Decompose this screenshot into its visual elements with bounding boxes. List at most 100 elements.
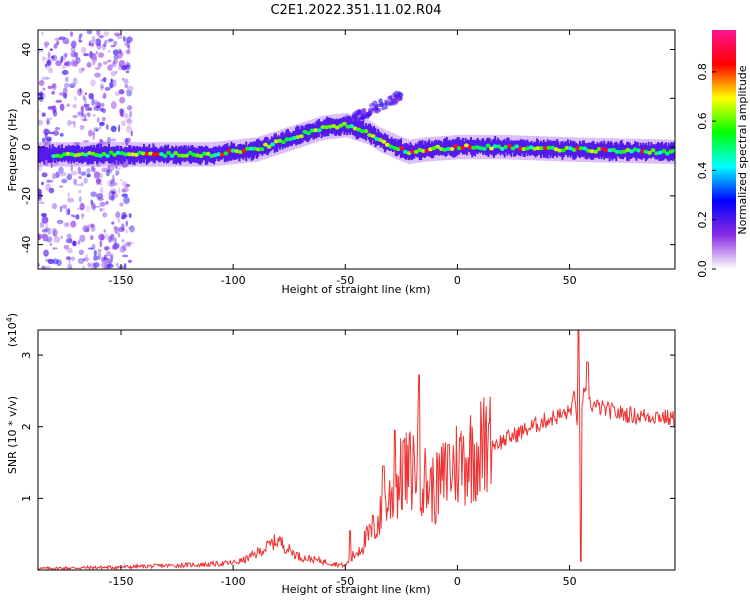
band-core xyxy=(140,148,143,164)
band-core xyxy=(227,146,230,161)
noise-speckle xyxy=(67,263,73,269)
band-core xyxy=(109,147,112,164)
snr-scale-close: ) xyxy=(6,313,19,317)
noise-speckle xyxy=(54,127,61,131)
noise-speckle xyxy=(70,40,77,49)
noise-speckle xyxy=(87,92,94,100)
noise-speckle xyxy=(92,132,95,141)
noise-speckle xyxy=(118,89,125,95)
noise-speckle xyxy=(69,31,74,37)
noise-speckle xyxy=(38,197,42,201)
noise-speckle xyxy=(42,238,49,242)
ridge-blob xyxy=(621,149,627,154)
band-core xyxy=(117,145,120,165)
noise-speckle xyxy=(80,171,87,176)
ridge-blob xyxy=(87,151,92,156)
ridge-blob xyxy=(578,146,584,151)
band-core xyxy=(409,142,412,160)
noise-speckle xyxy=(59,103,65,111)
noise-speckle xyxy=(82,118,88,122)
band-core xyxy=(445,136,448,156)
branch-blob xyxy=(361,110,365,114)
band-core xyxy=(262,139,265,155)
band-core xyxy=(168,148,171,162)
ridge-blob xyxy=(219,152,225,157)
noise-speckle xyxy=(41,229,49,233)
ridge-blob xyxy=(542,146,548,151)
ridge-blob xyxy=(72,153,78,158)
noise-speckle xyxy=(108,50,111,53)
band-core xyxy=(234,146,237,160)
noise-speckle xyxy=(119,50,122,54)
noise-speckle xyxy=(61,178,68,184)
noise-speckle xyxy=(66,247,73,254)
noise-speckle xyxy=(82,258,86,261)
noise-speckle xyxy=(86,30,93,35)
band-core xyxy=(580,144,583,157)
noise-speckle xyxy=(79,234,86,243)
noise-speckle xyxy=(55,161,60,165)
noise-speckle xyxy=(78,176,82,179)
noise-speckle xyxy=(103,141,110,146)
ridge-blob xyxy=(316,128,322,133)
noise-speckle xyxy=(61,64,67,70)
noise-speckle xyxy=(94,172,97,176)
ridge-blob xyxy=(263,142,268,147)
noise-speckle xyxy=(125,64,130,69)
noise-speckle xyxy=(48,187,55,194)
band-core xyxy=(480,139,483,153)
noise-speckle xyxy=(76,88,83,96)
noise-speckle xyxy=(96,30,101,36)
colorbar-tick-label: 0.6 xyxy=(696,112,709,130)
ridge-blob xyxy=(639,149,645,154)
noise-speckle xyxy=(84,92,88,96)
ridge-blob xyxy=(625,147,631,152)
noise-speckle xyxy=(41,265,46,269)
noise-speckle xyxy=(96,193,104,200)
noise-speckle xyxy=(72,240,76,247)
noise-speckle xyxy=(121,193,128,198)
noise-speckle xyxy=(123,80,129,84)
ridge-blob xyxy=(503,144,509,149)
band-core xyxy=(620,139,623,160)
noise-speckle xyxy=(107,164,115,172)
noise-speckle xyxy=(128,213,132,218)
noise-speckle xyxy=(47,105,55,110)
ridge-blob xyxy=(363,129,369,134)
snr-frame xyxy=(37,329,676,571)
band-core xyxy=(215,146,218,159)
noise-speckle xyxy=(117,48,122,54)
noise-speckle xyxy=(123,263,127,269)
ridge-blob xyxy=(205,151,211,156)
noise-speckle xyxy=(105,39,111,44)
noise-speckle xyxy=(74,162,80,165)
ridge-blob xyxy=(151,152,157,157)
band-core xyxy=(39,146,42,163)
noise-speckle xyxy=(105,201,109,205)
ridge-blob xyxy=(453,144,459,149)
ridge-blob xyxy=(489,146,494,151)
branch-blob xyxy=(384,105,389,110)
colorbar-tick-label: 0.0 xyxy=(696,260,709,278)
noise-speckle xyxy=(118,124,121,133)
noise-speckle xyxy=(68,265,73,269)
noise-speckle xyxy=(77,240,81,245)
noise-speckle xyxy=(75,214,80,220)
noise-speckle xyxy=(94,205,101,208)
ridge-blob xyxy=(202,151,207,156)
noise-speckle xyxy=(46,58,53,67)
noise-speckle xyxy=(87,262,92,268)
y-tick-label: -40 xyxy=(20,236,33,254)
noise-speckle xyxy=(62,53,66,62)
noise-speckle xyxy=(81,67,85,72)
band-core xyxy=(432,142,435,158)
band-core xyxy=(459,139,462,153)
ridge-blob xyxy=(245,146,250,151)
snr-panel: -150 -100 -50 0 50 1 2 3 Height of straight lin… xyxy=(5,313,676,596)
noise-speckle xyxy=(91,165,95,173)
noise-speckle xyxy=(93,249,97,257)
noise-speckle xyxy=(51,83,56,89)
noise-speckle xyxy=(121,211,127,220)
ridge-blob xyxy=(54,153,60,158)
noise-speckle xyxy=(127,259,132,263)
